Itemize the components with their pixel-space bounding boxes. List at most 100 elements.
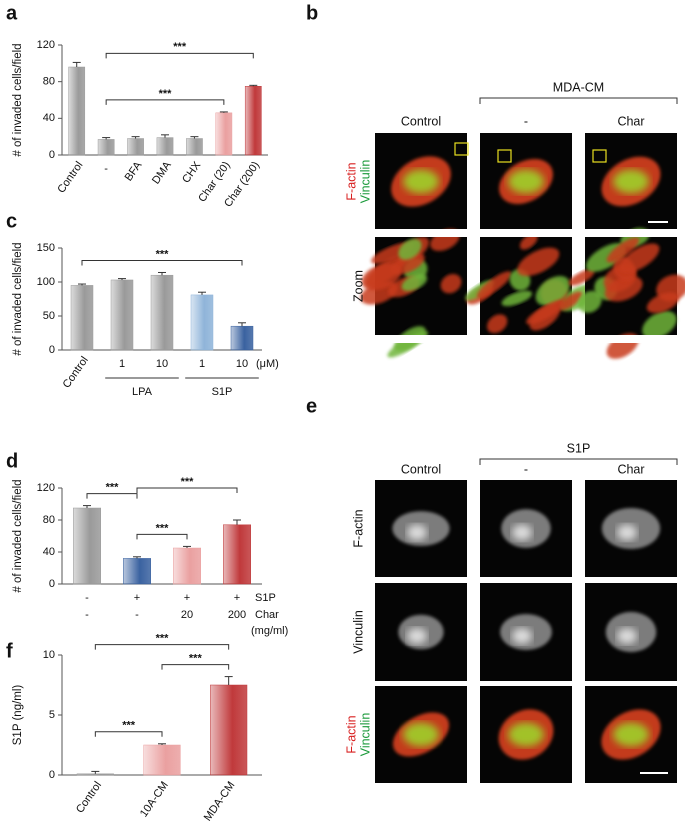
significance-bracket xyxy=(86,493,138,499)
bar xyxy=(215,112,233,156)
column-label: Control xyxy=(401,462,441,476)
x-tick-label: Control xyxy=(74,780,104,816)
column-label: - xyxy=(524,462,528,476)
micrograph-detail xyxy=(361,263,402,291)
x-tick-label: 20 xyxy=(181,609,193,621)
row-label: F-actin xyxy=(351,509,365,547)
y-tick-label: 5 xyxy=(49,709,55,721)
micrograph-detail xyxy=(486,314,508,334)
x-tick-label: 10 xyxy=(156,358,168,370)
significance-bracket xyxy=(94,731,163,737)
bar xyxy=(150,274,174,351)
bar xyxy=(173,547,201,585)
bar xyxy=(76,773,114,776)
column-label: - xyxy=(524,114,528,128)
column-label: Char xyxy=(617,114,644,128)
y-tick-label: 0 xyxy=(49,344,55,356)
cell-core xyxy=(512,628,532,644)
x-tick-label: BFA xyxy=(123,159,145,183)
micrograph-detail xyxy=(619,243,660,273)
significance-label: *** xyxy=(156,522,170,534)
micrograph-detail xyxy=(559,291,583,311)
y-tick-label: 50 xyxy=(43,310,55,322)
x-tick-label: 1 xyxy=(199,358,205,370)
cell-core xyxy=(617,524,637,541)
micrograph-detail xyxy=(568,269,595,286)
micrograph-detail xyxy=(440,273,462,294)
x-tick-label: 1 xyxy=(119,358,125,370)
zoom-box xyxy=(454,142,469,156)
y-tick-label: 100 xyxy=(37,276,55,288)
bar xyxy=(70,285,94,351)
micrograph-detail xyxy=(535,275,570,306)
zoom-box xyxy=(592,149,607,163)
micrograph-clip xyxy=(472,229,580,237)
micrograph-clip xyxy=(367,335,475,343)
bar xyxy=(97,139,115,156)
row-label: Vinculin xyxy=(358,713,372,757)
micrograph-detail xyxy=(642,310,677,339)
cell-core xyxy=(407,628,427,644)
bar xyxy=(68,66,86,156)
significance-bracket xyxy=(105,52,254,59)
y-axis-label: S1P (ng/ml) xyxy=(12,685,24,746)
significance-label: *** xyxy=(122,720,136,732)
row-label: Vinculin xyxy=(351,610,365,654)
y-tick-label: 150 xyxy=(37,242,55,254)
panel-letter: b xyxy=(306,2,318,24)
y-tick-label: 120 xyxy=(37,482,55,494)
cell-core xyxy=(613,169,649,194)
significance-bracket xyxy=(161,664,230,670)
column-group-bracket xyxy=(479,97,678,104)
row-label: S1P xyxy=(255,592,276,604)
micrograph-detail xyxy=(604,275,643,302)
bar xyxy=(210,684,248,776)
unit-label: (μM) xyxy=(256,358,279,370)
y-tick-label: 10 xyxy=(43,649,55,661)
row-label: F-actin xyxy=(344,715,358,753)
cell-core xyxy=(403,722,439,747)
bar xyxy=(156,137,174,156)
micrograph-detail xyxy=(606,237,640,263)
group-label: LPA xyxy=(132,386,153,398)
row-label: Char xyxy=(255,609,279,621)
micrograph-detail xyxy=(501,290,533,307)
micrograph-detail xyxy=(646,292,679,314)
cell-core xyxy=(613,722,649,747)
x-tick-label: 200 xyxy=(228,609,246,621)
column-label: Char xyxy=(617,462,644,476)
zoom-box xyxy=(497,149,512,163)
significance-bracket xyxy=(81,259,243,266)
y-tick-label: 40 xyxy=(43,112,55,124)
significance-label: *** xyxy=(181,476,195,488)
micrograph-detail xyxy=(476,271,512,299)
x-tick-label: + xyxy=(184,592,190,604)
micrograph-detail xyxy=(577,290,602,313)
cell-core xyxy=(508,169,544,194)
significance-bracket xyxy=(105,99,225,105)
row-label: Vinculin xyxy=(358,160,372,204)
y-tick-label: 80 xyxy=(43,514,55,526)
group-label: S1P xyxy=(212,386,233,398)
unit-label: (mg/ml) xyxy=(251,625,288,637)
y-tick-label: 120 xyxy=(37,39,55,51)
x-tick-label: - xyxy=(85,592,89,604)
bar xyxy=(190,294,214,351)
bar xyxy=(73,507,101,585)
panel-letter: d xyxy=(6,450,18,472)
x-tick-label: MDA-CM xyxy=(202,780,238,824)
x-tick-label: + xyxy=(234,592,240,604)
x-tick-label: - xyxy=(104,163,108,175)
row-label: F-actin xyxy=(344,162,358,200)
bar xyxy=(223,524,251,585)
x-tick-label: CHX xyxy=(180,159,204,185)
bar xyxy=(230,325,254,351)
cell-core xyxy=(407,524,427,541)
cell-core xyxy=(617,628,637,644)
cell-core xyxy=(512,524,532,541)
micrograph-clip xyxy=(472,335,580,343)
y-tick-label: 40 xyxy=(43,546,55,558)
y-tick-label: 0 xyxy=(49,578,55,590)
panel-letter: a xyxy=(6,2,18,24)
micrograph-clip xyxy=(577,229,685,237)
